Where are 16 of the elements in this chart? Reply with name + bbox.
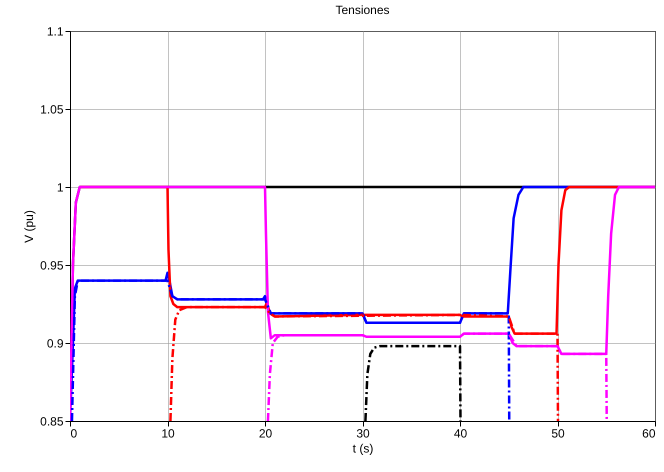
x-tick-label: 10: [161, 426, 175, 440]
x-tick-label: 20: [258, 426, 272, 440]
y-tick-label: 1.1: [46, 24, 64, 38]
x-tick-label: 60: [642, 426, 656, 440]
y-tick-label: 0.9: [46, 336, 64, 350]
y-tick-label: 0.85: [40, 414, 64, 428]
x-axis-title: t (s): [352, 442, 374, 456]
x-tick-label: 50: [551, 426, 565, 440]
x-tick-label: 40: [454, 426, 468, 440]
y-axis-title: V (pu): [22, 210, 36, 243]
y-tick-label: 1: [56, 180, 64, 194]
x-tick-label: 0: [70, 426, 78, 440]
y-tick-label: 0.95: [40, 258, 64, 272]
x-tick-label: 30: [356, 426, 370, 440]
y-tick-label: 1.05: [40, 102, 64, 116]
chart-title: Tensiones: [335, 3, 390, 17]
